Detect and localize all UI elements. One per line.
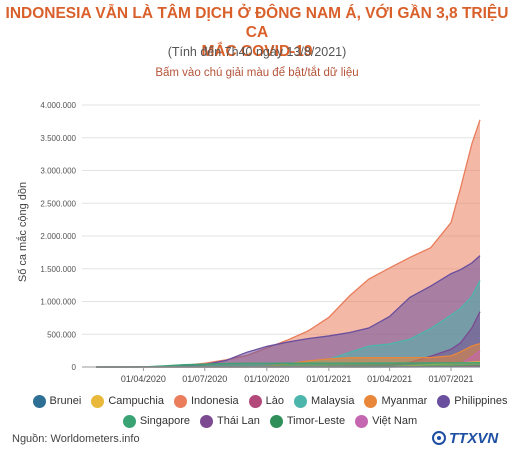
legend-item-brunei[interactable]: Brunei: [32, 394, 82, 408]
y-tick-label: 1.000.000: [40, 298, 76, 307]
legend-item-campuchia[interactable]: Campuchia: [91, 394, 164, 408]
legend-label: Malaysia: [311, 395, 355, 407]
legend-item-viet-nam[interactable]: Việt Nam: [355, 414, 418, 428]
legend-item-philippines[interactable]: Philippines: [437, 394, 508, 408]
legend-swatch: [355, 414, 369, 428]
x-tick-label: 01/04/2021: [367, 374, 412, 384]
legend-item-myanmar[interactable]: Myanmar: [364, 394, 428, 408]
source-note: Nguồn: Worldometers.info: [12, 433, 140, 445]
legend-item-thai-lan[interactable]: Thái Lan: [200, 414, 260, 428]
chart-title-line-1: INDONESIA VẪN LÀ TÂM DỊCH Ở ĐÔNG NAM Á, …: [5, 5, 509, 41]
area-singapore: [96, 362, 481, 367]
legend-swatch: [200, 414, 213, 428]
legend-label: Brunei: [49, 395, 82, 407]
x-tick-label: 01/07/2021: [428, 374, 473, 384]
legend-item-timor-leste[interactable]: Timor-Leste: [269, 414, 346, 428]
chart-legend: Brunei Campuchia Indonesia Lào Malaysia Myanm…: [30, 391, 510, 431]
legend-item-indonesia[interactable]: Indonesia: [173, 394, 239, 408]
legend-row: Brunei Campuchia Indonesia Lào Malaysia Myanm…: [30, 391, 510, 411]
area-philippines: [96, 255, 481, 367]
area-chart: 0 500.000 1.000.000 1.500.000 2.000.000 2.500…: [16, 101, 481, 384]
y-tick-label: 3.500.000: [40, 134, 76, 143]
legend-label: Indonesia: [190, 395, 239, 407]
chart-title: INDONESIA VẪN LÀ TÂM DỊCH Ở ĐÔNG NAM Á, …: [0, 4, 514, 61]
legend-item-lao[interactable]: Lào: [248, 394, 285, 408]
legend-swatch: [91, 394, 105, 408]
legend-label: Timor-Leste: [286, 415, 346, 427]
series-areas: [96, 119, 481, 368]
chart-title-line-2: MẮC COVID-19: [201, 43, 313, 60]
axes: 0 500.000 1.000.000 1.500.000 2.000.000 2.500…: [40, 101, 480, 384]
y-tick-label: 2.500.000: [40, 199, 76, 208]
legend-label: Philippines: [454, 395, 508, 407]
legend-label: Lào: [265, 395, 285, 407]
y-tick-label: 3.000.000: [40, 167, 76, 176]
y-tick-label: 4.000.000: [40, 101, 76, 110]
area-myanmar: [96, 343, 481, 367]
legend-label: Singapore: [139, 415, 190, 427]
logo-text: TTXVN: [449, 430, 499, 447]
y-axis-label: Số ca mắc cộng dồn: [16, 182, 29, 282]
legend-label: Campuchia: [108, 395, 164, 407]
line-singapore: [96, 362, 481, 368]
legend-swatch: [248, 394, 262, 408]
area-malaysia: [96, 280, 481, 367]
legend-item-singapore[interactable]: Singapore: [122, 414, 190, 428]
y-tick-label: 500.000: [47, 330, 76, 339]
legend-label: Myanmar: [381, 395, 428, 407]
y-tick-label: 1.500.000: [40, 265, 76, 274]
legend-swatch: [364, 394, 378, 408]
x-tick-label: 01/04/2020: [121, 374, 166, 384]
ttxvn-logo: TTXVN: [432, 430, 499, 447]
legend-swatch: [122, 414, 136, 428]
legend-hint: Bấm vào chú giải màu để bật/tắt dữ liệu: [155, 67, 359, 79]
legend-label: Việt Nam: [372, 415, 418, 427]
legend-swatch: [437, 394, 451, 408]
legend-swatch: [173, 394, 187, 408]
x-tick-label: 01/07/2020: [182, 374, 227, 384]
y-tick-label: 2.000.000: [40, 232, 76, 241]
legend-item-malaysia[interactable]: Malaysia: [294, 394, 355, 408]
area-indonesia: [96, 119, 481, 367]
legend-label: Thái Lan: [217, 415, 260, 427]
legend-swatch: [32, 394, 46, 408]
x-tick-label: 01/01/2021: [306, 374, 351, 384]
legend-swatch: [269, 414, 283, 428]
x-tick-label: 01/10/2020: [244, 374, 289, 384]
y-tick-label: 0: [72, 363, 77, 372]
chart-subtitle: (Tính đến 7h40 ngày 13/8/2021): [167, 45, 347, 59]
legend-swatch: [294, 394, 308, 408]
legend-row: Singapore Thái Lan Timor-Leste Việt Nam: [30, 411, 510, 431]
